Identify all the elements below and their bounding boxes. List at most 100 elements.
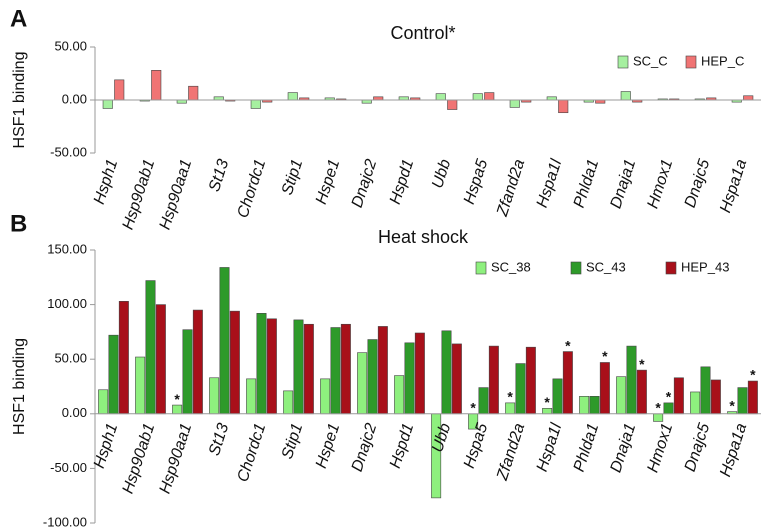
bar [562,351,573,415]
bar [484,92,495,101]
bar [478,387,489,415]
x-tick-label: Hsp90aa1 [157,157,196,232]
bar [700,366,711,415]
x-tick-label: Phlda1 [571,157,603,210]
x-tick-label: Dnaja1 [607,157,639,210]
x-tick-label: Dnajc2 [349,421,381,474]
bar [589,396,600,415]
bar [690,391,701,415]
legend-swatch [570,261,582,275]
bar [219,267,230,415]
panel-label: A [10,5,27,32]
bar [743,95,754,101]
x-tick-label: Hsp90ab1 [120,157,159,232]
significance-mark: * [666,389,672,405]
significance-mark: * [470,400,476,416]
x-tick-label: Dnajc2 [349,157,381,210]
bar [114,79,125,101]
x-tick-label: Hspd1 [387,157,417,206]
bar [404,342,415,415]
significance-mark: * [729,397,735,413]
bar [192,309,203,415]
y-tick-label: -100.00 [43,514,87,529]
y-tick-label: 50.00 [54,38,87,53]
y-tick-label: -50.00 [50,144,87,159]
x-tick-label: Hmox1 [644,421,676,474]
bar [303,323,314,415]
bar [599,362,610,415]
x-tick-label: Chordc1 [234,421,269,484]
bar [673,377,684,415]
bar [145,280,156,415]
significance-mark: * [655,400,661,416]
y-axis-label: HSF1 binding [11,338,28,435]
x-tick-label: Dnajc5 [682,421,714,474]
bar [488,345,499,415]
significance-mark: * [565,337,571,353]
bar [108,334,119,415]
bar [552,378,563,415]
x-tick-label: Hspe1 [313,157,343,206]
x-tick-label: Hsp90aa1 [157,421,196,496]
bar [155,304,166,415]
bar [377,326,388,415]
significance-mark: * [602,348,608,364]
y-tick-label: 0.00 [62,91,87,106]
bar [620,91,631,101]
x-tick-label: Hmox1 [644,157,676,210]
x-tick-label: Hsp90ab1 [120,421,159,496]
significance-mark: * [750,367,756,383]
x-tick-label: Hspa1a [717,157,750,215]
x-tick-label: Chordc1 [234,157,269,220]
bar [636,369,647,415]
bar [293,319,304,415]
bar [737,387,748,415]
bar [135,356,146,415]
bar [98,389,109,415]
legend-label: SC_43 [586,259,626,274]
x-tick-label: Hspe1 [313,421,343,470]
bar [283,390,294,415]
x-tick-label: Hspa1a [717,421,750,479]
bar [266,318,277,415]
bar [246,378,257,415]
significance-mark: * [544,394,550,410]
bar [525,346,536,415]
x-tick-label: Ubb [429,157,454,190]
bar [710,379,721,415]
significance-mark: * [639,356,645,372]
bar [509,99,520,108]
bar [102,99,113,109]
bar [340,323,351,415]
panel-label: B [10,210,27,237]
bar [616,376,627,415]
y-tick-label: 150.00 [47,241,87,256]
bar [451,343,462,415]
bar [579,396,590,415]
bar [357,352,368,415]
legend-swatch [617,55,629,69]
x-tick-label: Phlda1 [571,421,603,474]
legend-label: SC_C [633,53,668,68]
x-tick-label: Dnaja1 [607,421,639,474]
legend-label: SC_38 [491,259,531,274]
bar [414,332,425,415]
bar [250,99,261,109]
x-tick-label: Hspd1 [387,421,417,470]
bar [182,329,193,415]
bar [441,330,452,415]
x-tick-label: Hsph1 [91,157,121,206]
bar [747,380,758,415]
bar [118,301,129,415]
x-tick-label: Stip1 [279,157,306,197]
bar [330,327,341,415]
legend-swatch [665,261,677,275]
bar [394,375,405,415]
x-tick-label: Stip1 [279,421,306,461]
x-tick-label: Dnajc5 [682,157,714,210]
chart-title: Heat shock [378,227,469,247]
bar [447,99,458,110]
bar [435,93,446,101]
legend-swatch [475,261,487,275]
